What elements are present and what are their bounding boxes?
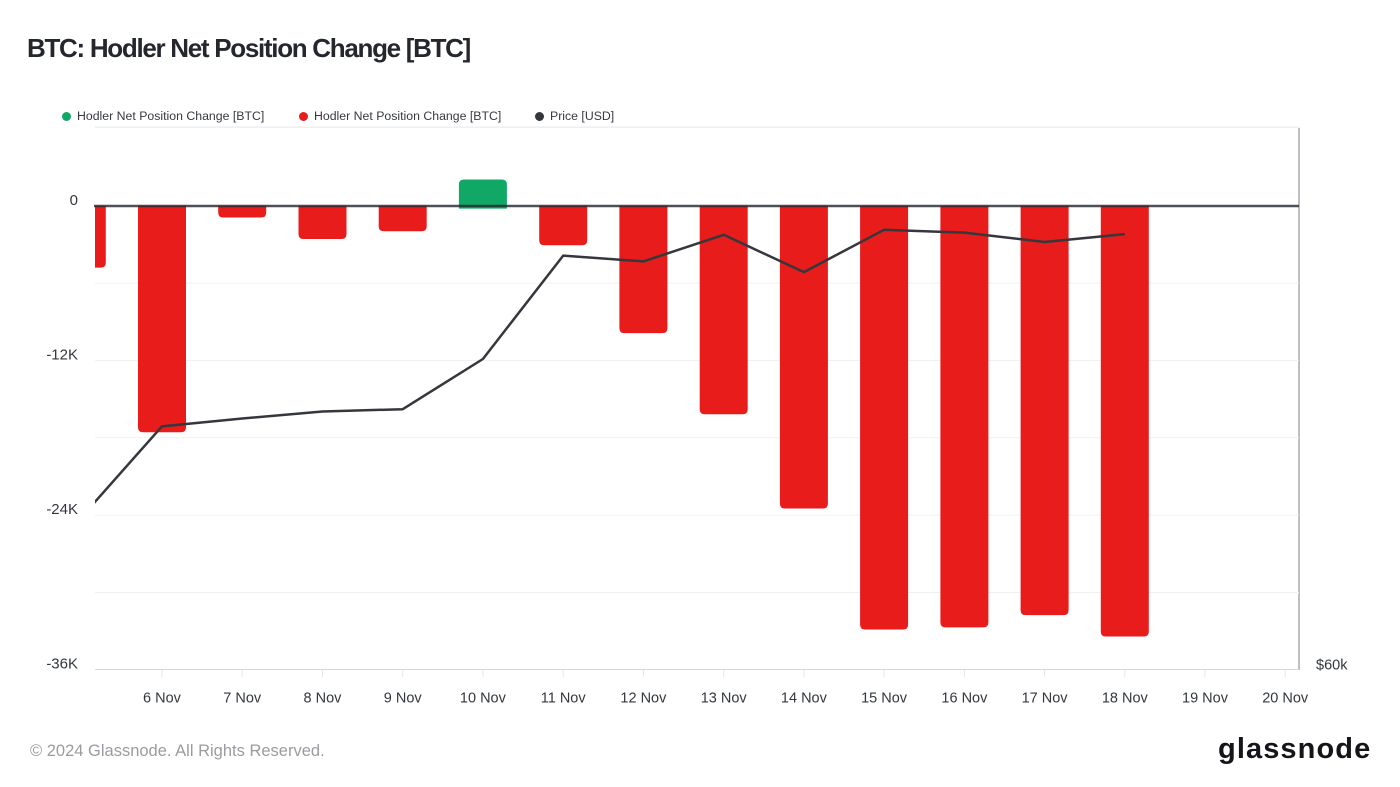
svg-text:18 Nov: 18 Nov bbox=[1102, 691, 1149, 707]
svg-text:12 Nov: 12 Nov bbox=[620, 691, 667, 707]
svg-text:20 Nov: 20 Nov bbox=[1262, 691, 1309, 707]
svg-text:7 Nov: 7 Nov bbox=[223, 691, 262, 707]
svg-text:0: 0 bbox=[70, 192, 78, 209]
svg-text:$60k: $60k bbox=[1316, 658, 1348, 674]
svg-text:-36K: -36K bbox=[46, 656, 78, 673]
svg-text:-24K: -24K bbox=[46, 501, 78, 518]
svg-text:13 Nov: 13 Nov bbox=[701, 691, 748, 707]
svg-text:6 Nov: 6 Nov bbox=[143, 691, 182, 707]
svg-text:14 Nov: 14 Nov bbox=[781, 691, 828, 707]
svg-text:8 Nov: 8 Nov bbox=[304, 691, 343, 707]
svg-text:15 Nov: 15 Nov bbox=[861, 691, 908, 707]
svg-text:17 Nov: 17 Nov bbox=[1022, 691, 1069, 707]
svg-text:10 Nov: 10 Nov bbox=[460, 691, 507, 707]
svg-text:9 Nov: 9 Nov bbox=[384, 691, 423, 707]
svg-text:-12K: -12K bbox=[46, 346, 78, 363]
svg-text:19 Nov: 19 Nov bbox=[1182, 691, 1229, 707]
svg-text:11 Nov: 11 Nov bbox=[541, 691, 587, 707]
svg-text:16 Nov: 16 Nov bbox=[941, 691, 988, 707]
